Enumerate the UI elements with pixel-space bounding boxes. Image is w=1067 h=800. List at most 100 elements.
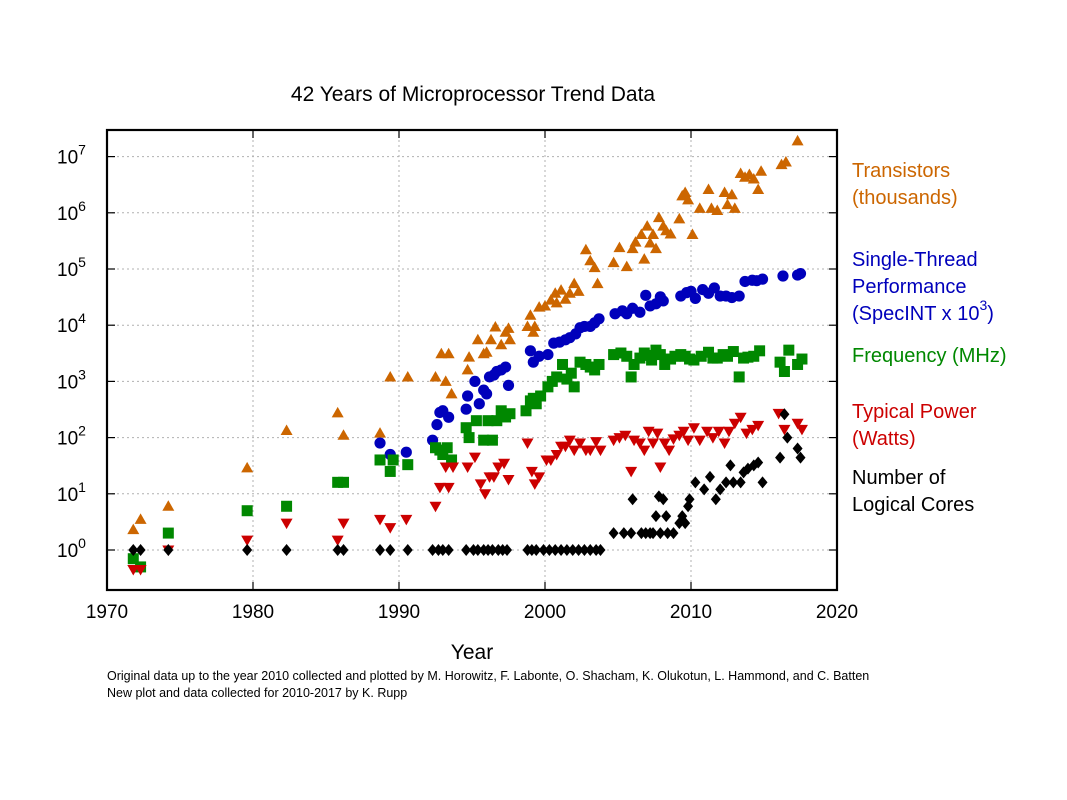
power-point [498, 458, 511, 470]
frequency-point [695, 350, 707, 362]
frequency-point [446, 454, 458, 466]
transistors-point [664, 227, 677, 239]
cores-point [735, 476, 746, 489]
frequency-point [241, 505, 253, 517]
transistors-point [584, 254, 597, 266]
y-tick-label: 107 [57, 142, 86, 169]
transistors-point [641, 220, 654, 231]
cores-point [531, 544, 542, 556]
performance-point [374, 437, 386, 449]
transistors-point [134, 513, 147, 524]
transistors-point [401, 370, 414, 382]
frequency-point [332, 476, 344, 488]
power-point [492, 462, 505, 473]
cores-point [163, 544, 174, 556]
performance-point [481, 388, 493, 400]
power-point [468, 452, 481, 464]
cores-point [662, 527, 673, 540]
power-point [728, 418, 741, 430]
power-point [772, 408, 785, 420]
power-point [528, 479, 541, 490]
cores-point [487, 544, 498, 556]
legend-transistors: Transistors (thousands) [852, 160, 958, 209]
cores-point [704, 470, 715, 483]
cores-point [567, 544, 578, 556]
transistors-point [280, 424, 293, 435]
cores-point [795, 451, 806, 464]
transistors-point [461, 363, 474, 375]
cores-point [573, 544, 584, 556]
cores-point [502, 544, 513, 556]
legend-transistors-line: (thousands) [852, 187, 958, 209]
y-tick-label: 104 [57, 310, 86, 337]
transistors-point [241, 461, 254, 473]
transistors-point [673, 212, 686, 224]
frequency-point [495, 405, 507, 417]
frequency-point [460, 422, 472, 434]
frequency-point [669, 350, 681, 362]
power-point [778, 424, 791, 436]
transistors-point [559, 293, 572, 304]
performance-point [431, 419, 443, 431]
frequency-point [711, 352, 723, 364]
power-point [651, 428, 664, 440]
performance-point [777, 270, 789, 282]
cores-point [626, 527, 637, 540]
transistors-point [495, 338, 508, 350]
power-point [384, 523, 397, 534]
performance-point [733, 290, 745, 302]
power-point [633, 438, 646, 450]
chart-title: 42 Years of Microprocessor Trend Data [291, 83, 656, 106]
legend: Transistors (thousands) Single-Thread Perfo… [852, 160, 1006, 516]
transistors-point [779, 156, 792, 167]
frequency-point [470, 415, 482, 427]
performance-point [593, 313, 605, 325]
power-point [642, 426, 655, 438]
performance-point [756, 273, 769, 285]
frequency-point [437, 449, 449, 461]
power-point [795, 424, 808, 436]
power-point [791, 418, 804, 430]
performance-point [657, 295, 669, 307]
frequency-point [281, 500, 293, 512]
power-point [479, 489, 492, 500]
performance-point [502, 379, 515, 391]
cores-point [715, 483, 726, 496]
cores-point [661, 510, 672, 523]
cores-point [375, 544, 386, 556]
frequency-point [504, 408, 516, 420]
frequency-point [338, 476, 350, 488]
cores-point [385, 544, 396, 556]
cores-point [710, 493, 721, 506]
frequency-point [621, 350, 633, 362]
credit-line-2: New plot and data collected for 2010-201… [107, 686, 408, 700]
transistors-point [503, 333, 516, 345]
frequency-point [374, 454, 386, 466]
frequency-point [733, 371, 745, 383]
transistors-point [702, 183, 715, 194]
cores-point [753, 456, 764, 469]
cores-point [402, 544, 413, 556]
frequency-point [486, 434, 498, 446]
performance-point [524, 345, 537, 357]
transistors-point [442, 347, 455, 359]
legend-performance: Single-Thread Performance(SpecINT x 103) [852, 249, 994, 325]
transistors-point [463, 351, 476, 362]
transistors-point [626, 242, 639, 254]
transistors-point [527, 326, 540, 337]
power-point [461, 462, 474, 473]
cores-point [538, 544, 549, 556]
cores-point [782, 431, 793, 444]
y-tick-label: 101 [57, 479, 86, 506]
transistors-point [374, 427, 387, 438]
frequency-point [565, 367, 577, 379]
power-point [590, 437, 603, 448]
frequency-point [608, 349, 620, 361]
legend-power: Typical Power (Watts) [852, 401, 977, 450]
performance-point [542, 348, 554, 361]
power-point [638, 445, 651, 457]
cores-point [544, 544, 555, 556]
cores-point [332, 544, 343, 556]
transistors-point [563, 287, 576, 298]
cores-point [437, 544, 448, 556]
